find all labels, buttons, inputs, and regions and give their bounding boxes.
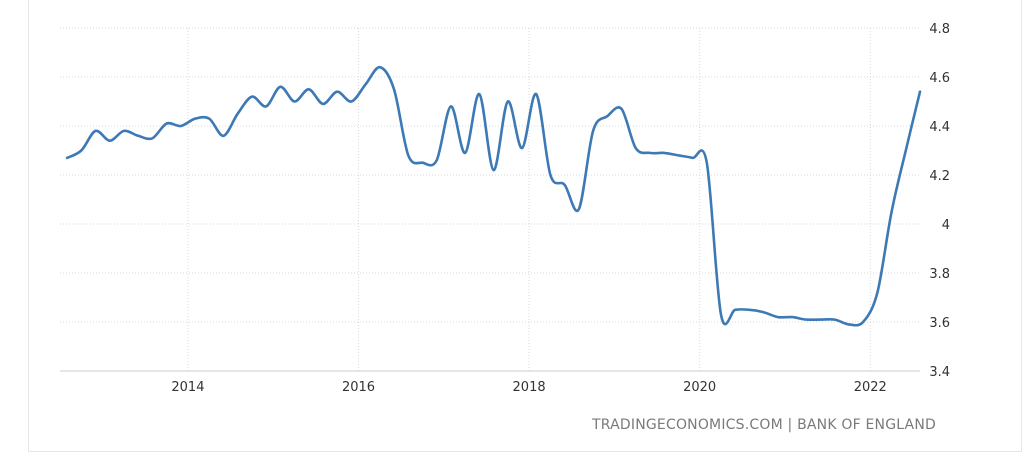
data-point bbox=[123, 130, 125, 132]
data-point bbox=[578, 208, 580, 210]
data-point bbox=[464, 152, 466, 154]
data-point bbox=[905, 149, 907, 151]
data-point bbox=[507, 100, 509, 102]
data-point bbox=[379, 66, 381, 68]
data-point bbox=[237, 113, 239, 115]
data-point bbox=[364, 83, 366, 85]
data-point bbox=[407, 154, 409, 156]
data-point bbox=[862, 321, 864, 323]
data-point bbox=[805, 318, 807, 320]
data-point bbox=[635, 147, 637, 149]
y-tick-label: 3.8 bbox=[929, 267, 950, 282]
y-tick-label: 3.4 bbox=[929, 365, 950, 380]
data-point bbox=[706, 162, 708, 164]
x-axis-ticks: 2014 2016 2018 2020 2022 bbox=[171, 380, 886, 395]
data-point bbox=[762, 311, 764, 313]
data-point bbox=[180, 125, 182, 127]
data-point bbox=[251, 95, 253, 97]
y-axis-ticks: 4.8 4.6 4.4 4.2 4 3.8 3.6 3.4 bbox=[929, 22, 950, 380]
data-point bbox=[549, 174, 551, 176]
data-point bbox=[848, 323, 850, 325]
data-point bbox=[563, 184, 565, 186]
chart-frame bbox=[28, 0, 1022, 452]
data-point bbox=[748, 309, 750, 311]
data-point bbox=[592, 130, 594, 132]
data-point bbox=[535, 93, 537, 95]
data-point bbox=[649, 152, 651, 154]
data-point bbox=[919, 91, 921, 93]
data-point bbox=[94, 130, 96, 132]
series-line bbox=[65, 65, 922, 327]
data-point bbox=[436, 159, 438, 161]
x-tick-label: 2018 bbox=[513, 380, 546, 395]
data-point bbox=[80, 149, 82, 151]
data-point bbox=[677, 154, 679, 156]
grid bbox=[60, 27, 920, 372]
y-tick-label: 4.8 bbox=[929, 22, 950, 37]
data-point bbox=[279, 86, 281, 88]
y-tick-label: 4.2 bbox=[929, 169, 950, 184]
x-tick-label: 2022 bbox=[854, 380, 887, 395]
data-point bbox=[421, 162, 423, 164]
y-tick-label: 4.6 bbox=[929, 71, 950, 86]
data-point bbox=[265, 105, 267, 107]
x-tick-label: 2016 bbox=[342, 380, 375, 395]
data-point bbox=[819, 318, 821, 320]
x-tick-label: 2020 bbox=[683, 380, 716, 395]
data-point bbox=[165, 122, 167, 124]
data-point bbox=[208, 118, 210, 120]
x-tick-label: 2014 bbox=[171, 380, 204, 395]
data-point bbox=[478, 93, 480, 95]
data-point bbox=[308, 88, 310, 90]
data-point bbox=[890, 211, 892, 213]
data-point bbox=[322, 103, 324, 105]
data-point bbox=[336, 91, 338, 93]
data-point bbox=[350, 100, 352, 102]
data-point bbox=[834, 318, 836, 320]
y-tick-label: 4 bbox=[942, 218, 950, 233]
data-point bbox=[521, 147, 523, 149]
series-layer bbox=[65, 65, 922, 327]
data-point bbox=[151, 137, 153, 139]
data-point bbox=[691, 157, 693, 159]
source-attribution: TRADINGECONOMICS.COM | BANK OF ENGLAND bbox=[592, 417, 936, 433]
data-point bbox=[293, 100, 295, 102]
y-tick-label: 3.6 bbox=[929, 316, 950, 331]
data-point bbox=[492, 169, 494, 171]
data-point bbox=[720, 313, 722, 315]
data-point bbox=[777, 316, 779, 318]
data-point bbox=[222, 135, 224, 137]
data-point bbox=[450, 105, 452, 107]
data-point bbox=[663, 152, 665, 154]
data-point bbox=[620, 108, 622, 110]
data-point bbox=[137, 135, 139, 137]
data-point bbox=[194, 118, 196, 120]
data-point bbox=[66, 157, 68, 159]
data-point bbox=[109, 140, 111, 142]
data-point bbox=[876, 291, 878, 293]
y-tick-label: 4.4 bbox=[929, 120, 950, 135]
data-point bbox=[393, 88, 395, 90]
data-point bbox=[606, 115, 608, 117]
data-point bbox=[791, 316, 793, 318]
data-point bbox=[734, 309, 736, 311]
